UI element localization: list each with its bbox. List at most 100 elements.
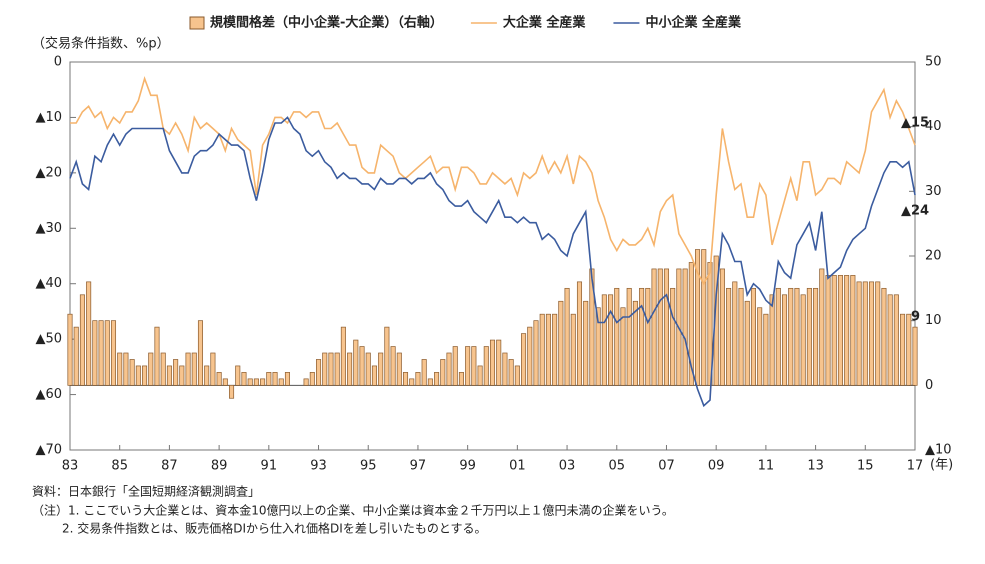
bar bbox=[104, 320, 110, 386]
bar bbox=[800, 294, 806, 386]
bar bbox=[216, 372, 222, 386]
bar bbox=[564, 287, 570, 386]
end-label: ▲15 bbox=[901, 116, 929, 131]
legend-label: 大企業 全産業 bbox=[503, 15, 587, 31]
bar bbox=[844, 275, 850, 386]
bar bbox=[191, 352, 197, 386]
bar bbox=[365, 352, 371, 386]
bar bbox=[732, 281, 738, 386]
bar bbox=[707, 262, 713, 386]
bar bbox=[813, 287, 819, 386]
bar bbox=[639, 287, 645, 386]
bar bbox=[763, 313, 769, 386]
y-tick-label: ▲60 bbox=[35, 387, 62, 402]
bar bbox=[86, 281, 92, 386]
bar bbox=[260, 378, 266, 386]
bar bbox=[79, 294, 85, 386]
bar bbox=[241, 372, 247, 386]
bar bbox=[154, 326, 160, 386]
bar bbox=[328, 352, 334, 386]
x-tick-label: 97 bbox=[410, 459, 427, 474]
y2-tick-label: ▲10 bbox=[925, 443, 952, 458]
x-tick-label: 03 bbox=[559, 459, 576, 474]
bar bbox=[825, 275, 831, 386]
bar bbox=[129, 359, 135, 386]
bar bbox=[701, 249, 707, 386]
bar bbox=[222, 378, 228, 386]
bar bbox=[862, 281, 868, 386]
bar bbox=[750, 287, 756, 386]
bar bbox=[626, 287, 632, 386]
bar bbox=[744, 300, 750, 386]
bar bbox=[601, 294, 607, 386]
bar bbox=[881, 287, 887, 386]
bar bbox=[334, 352, 340, 386]
bar bbox=[576, 281, 583, 386]
legend-swatch bbox=[189, 16, 205, 30]
bar bbox=[452, 346, 458, 386]
bar bbox=[197, 320, 204, 386]
bar bbox=[173, 359, 179, 386]
bar bbox=[589, 268, 595, 386]
bar bbox=[527, 326, 533, 386]
bar bbox=[856, 281, 862, 386]
x-tick-label: 11 bbox=[758, 459, 775, 474]
bar bbox=[521, 333, 527, 386]
bar bbox=[353, 339, 359, 386]
bar bbox=[166, 365, 172, 386]
y-tick-label: ▲10 bbox=[35, 110, 62, 125]
bar bbox=[514, 365, 520, 386]
bar bbox=[179, 365, 185, 386]
bar bbox=[906, 313, 912, 386]
y2-tick-label: 10 bbox=[925, 313, 942, 328]
bar bbox=[204, 365, 210, 386]
bar bbox=[347, 352, 353, 386]
bar bbox=[284, 372, 290, 386]
bar bbox=[614, 287, 620, 386]
y-tick-label: ▲70 bbox=[35, 443, 62, 458]
bar bbox=[185, 352, 191, 386]
y-axis-label: （交易条件指数、%p） bbox=[32, 36, 170, 52]
bar bbox=[738, 287, 744, 386]
bar bbox=[378, 352, 384, 386]
bar bbox=[489, 339, 496, 386]
bar bbox=[384, 326, 390, 386]
y-tick-label: 0 bbox=[54, 55, 62, 70]
y2-tick-label: 30 bbox=[925, 184, 942, 199]
bar bbox=[893, 294, 899, 386]
bar bbox=[900, 313, 906, 386]
bar bbox=[316, 359, 322, 386]
bar bbox=[210, 352, 216, 386]
bar bbox=[632, 300, 638, 386]
bar bbox=[92, 320, 98, 386]
bar bbox=[440, 359, 446, 386]
bar bbox=[427, 378, 433, 386]
x-unit-label: (年) bbox=[930, 458, 953, 473]
y2-tick-label: 20 bbox=[925, 249, 942, 264]
bar bbox=[682, 268, 688, 386]
bar bbox=[875, 281, 881, 386]
bar bbox=[620, 307, 626, 386]
bar bbox=[570, 313, 576, 386]
x-tick-label: 95 bbox=[360, 459, 377, 474]
bar bbox=[558, 300, 564, 386]
bar bbox=[788, 287, 794, 386]
bar bbox=[142, 365, 148, 386]
bar bbox=[446, 352, 452, 386]
bar bbox=[340, 326, 346, 386]
bar bbox=[645, 287, 651, 386]
bar bbox=[837, 275, 843, 386]
x-tick-label: 99 bbox=[459, 459, 476, 474]
bar bbox=[887, 294, 893, 386]
bar bbox=[278, 378, 284, 386]
bar bbox=[726, 287, 732, 386]
bar bbox=[434, 372, 440, 386]
bar bbox=[868, 281, 875, 386]
bar bbox=[148, 352, 154, 386]
y-tick-label: ▲40 bbox=[35, 276, 62, 291]
bar bbox=[695, 249, 701, 386]
x-tick-label: 15 bbox=[857, 459, 874, 474]
bar bbox=[409, 378, 415, 386]
x-tick-label: 91 bbox=[261, 459, 278, 474]
